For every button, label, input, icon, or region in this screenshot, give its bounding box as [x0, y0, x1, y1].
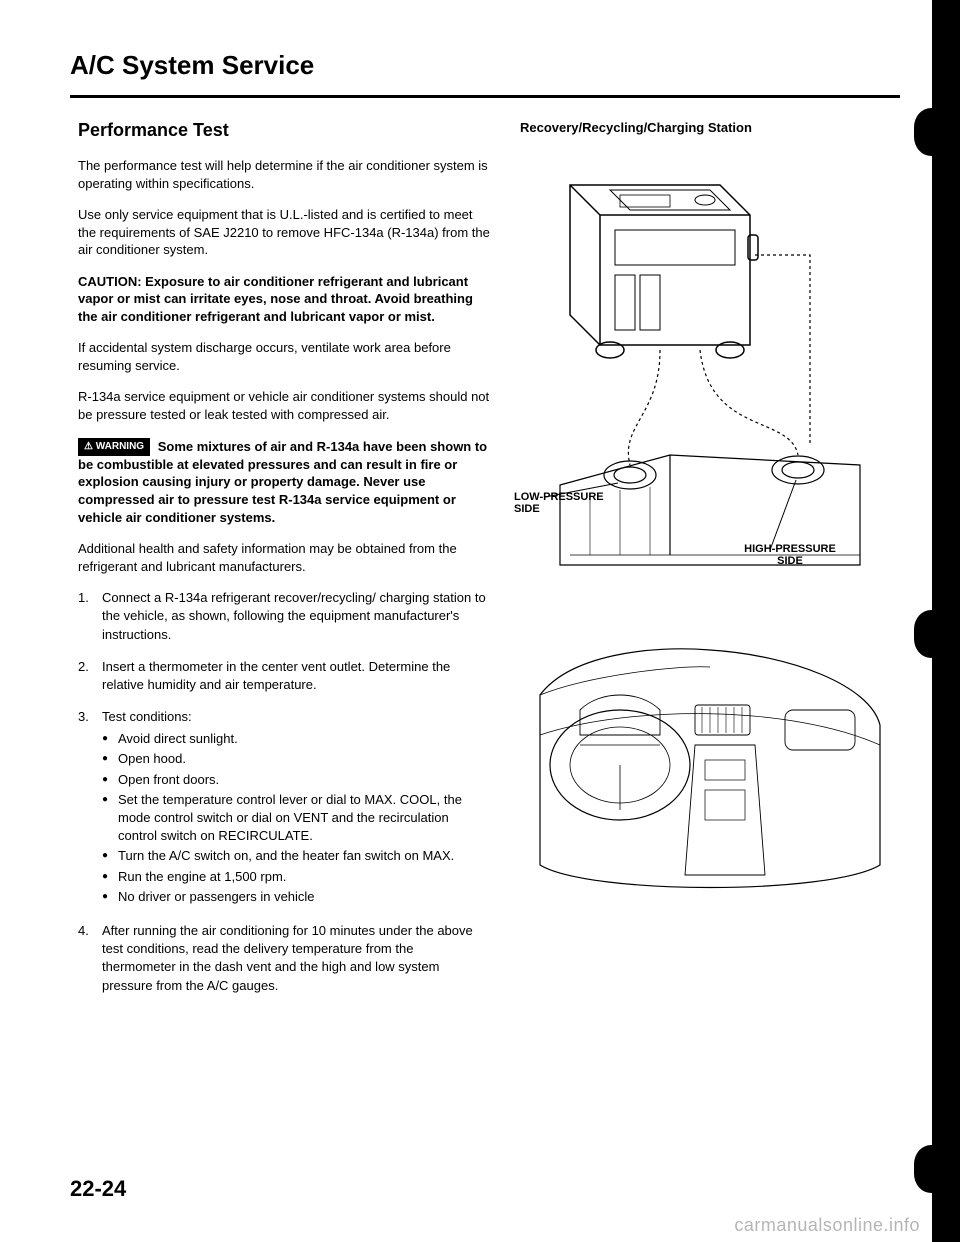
step-3-bullets: Avoid direct sunlight. Open hood. Open f…: [102, 730, 490, 906]
step-2-body: Insert a thermometer in the center vent …: [102, 658, 490, 694]
step-2: 2. Insert a thermometer in the center ve…: [78, 658, 490, 694]
intro-para-2: Use only service equipment that is U.L.-…: [78, 206, 490, 259]
warning-block: ⚠ WARNING Some mixtures of air and R-134…: [78, 438, 490, 527]
discharge-para: If accidental system discharge occurs, v…: [78, 339, 490, 374]
step-1-num: 1.: [78, 589, 102, 644]
step-3-title: Test conditions:: [102, 709, 192, 724]
bullet-2: Open hood.: [102, 750, 490, 768]
step-3-body: Test conditions: Avoid direct sunlight. …: [102, 708, 490, 908]
bullet-1: Avoid direct sunlight.: [102, 730, 490, 748]
step-1-body: Connect a R-134a refrigerant recover/rec…: [102, 589, 490, 644]
two-column-layout: Performance Test The performance test wi…: [70, 120, 900, 1009]
binder-tab-top: [914, 108, 948, 156]
caution-para: CAUTION: Exposure to air conditioner ref…: [78, 273, 490, 326]
step-4-num: 4.: [78, 922, 102, 995]
binder-tab-bottom: [914, 1145, 948, 1193]
bullet-6: Run the engine at 1,500 rpm.: [102, 868, 490, 886]
section-heading: Performance Test: [78, 120, 490, 141]
step-2-num: 2.: [78, 658, 102, 694]
bullet-5: Turn the A/C switch on, and the heater f…: [102, 847, 490, 865]
left-column: Performance Test The performance test wi…: [70, 120, 490, 1009]
procedure-list: 1. Connect a R-134a refrigerant recover/…: [78, 589, 490, 995]
step-4: 4. After running the air conditioning fo…: [78, 922, 490, 995]
step-1: 1. Connect a R-134a refrigerant recover/…: [78, 589, 490, 644]
binder-tab-mid: [914, 610, 948, 658]
step-3: 3. Test conditions: Avoid direct sunligh…: [78, 708, 490, 908]
page-number: 22-24: [70, 1176, 126, 1202]
low-pressure-label: LOW-PRESSURE SIDE: [514, 491, 604, 515]
right-column: Recovery/Recycling/Charging Station: [520, 120, 900, 1009]
bullet-4: Set the temperature control lever or dia…: [102, 791, 490, 846]
step-3-num: 3.: [78, 708, 102, 908]
title-rule: [70, 95, 900, 98]
intro-para-1: The performance test will help determine…: [78, 157, 490, 192]
bullet-3: Open front doors.: [102, 771, 490, 789]
charging-station-diagram: LOW-PRESSURE SIDE HIGH-PRESSURE SIDE: [520, 155, 900, 575]
additional-info-para: Additional health and safety information…: [78, 540, 490, 575]
page-title: A/C System Service: [70, 50, 900, 81]
step-4-body: After running the air conditioning for 1…: [102, 922, 490, 995]
bullet-7: No driver or passengers in vehicle: [102, 888, 490, 906]
dashboard-diagram: [520, 635, 900, 915]
high-pressure-label: HIGH-PRESSURE SIDE: [735, 543, 845, 567]
watermark: carmanualsonline.info: [734, 1215, 920, 1236]
diagram-title: Recovery/Recycling/Charging Station: [520, 120, 900, 135]
dash-svg: [520, 635, 900, 915]
pressure-test-para: R-134a service equipment or vehicle air …: [78, 388, 490, 423]
warning-badge-icon: ⚠ WARNING: [78, 438, 150, 456]
